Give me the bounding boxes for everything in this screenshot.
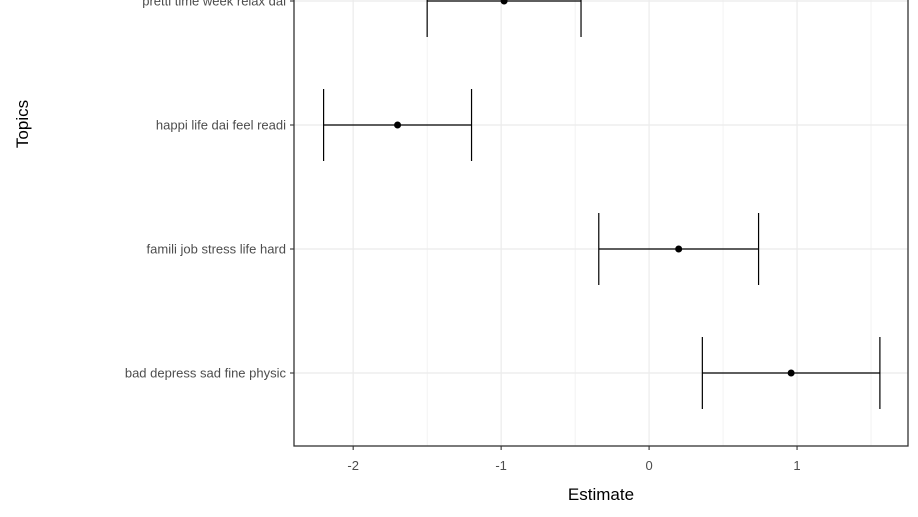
- x-axis-title: Estimate: [568, 485, 634, 504]
- estimate-point: [787, 369, 795, 377]
- x-tick-label: 1: [793, 458, 800, 473]
- x-axis-ticks: -2 -1 0 1: [347, 446, 801, 473]
- estimate-point: [394, 121, 402, 129]
- estimate-points: [394, 0, 795, 377]
- x-tick-label: -2: [347, 458, 359, 473]
- y-axis-ticks: bad depress sad fine physic famili job st…: [125, 0, 294, 381]
- y-tick-label: pretti time week relax dai: [142, 0, 286, 9]
- error-bar: [426, 0, 582, 37]
- estimate-point: [500, 0, 508, 5]
- y-tick-label: bad depress sad fine physic: [125, 366, 287, 381]
- grid: [294, 0, 908, 446]
- y-axis-title: Topics: [13, 100, 32, 148]
- panel-border: [293, 0, 909, 447]
- y-tick-label: famili job stress life hard: [147, 242, 286, 257]
- x-tick-label: 0: [645, 458, 652, 473]
- estimate-point: [675, 245, 683, 253]
- y-tick-label: happi life dai feel readi: [156, 118, 286, 133]
- x-tick-label: -1: [495, 458, 507, 473]
